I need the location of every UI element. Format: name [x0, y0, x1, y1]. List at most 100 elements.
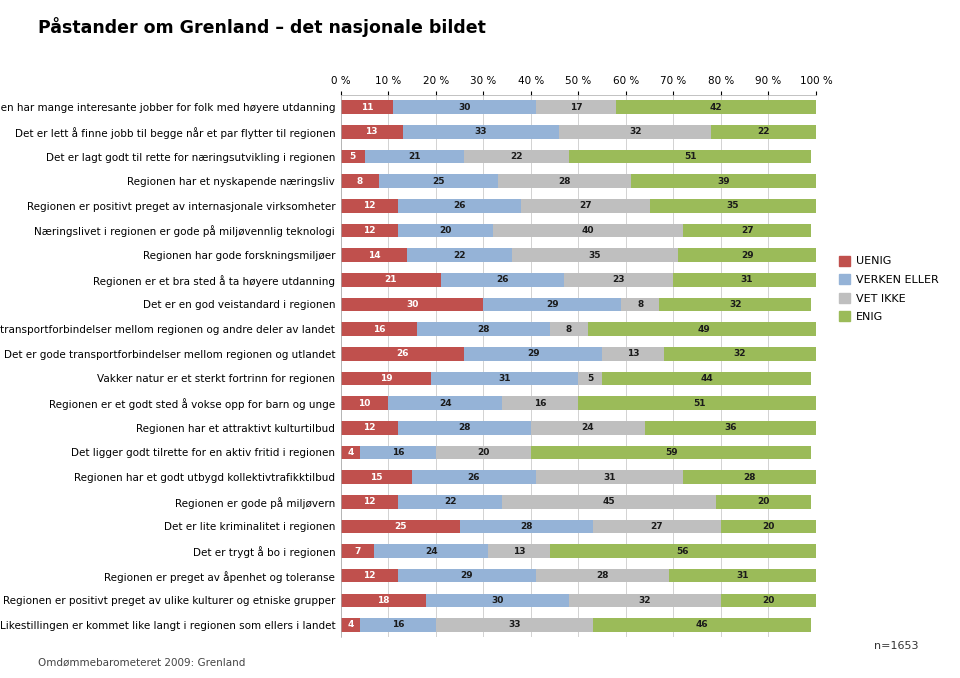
Text: 16: 16: [372, 325, 385, 334]
Bar: [341, 495, 397, 508]
Bar: [341, 100, 393, 114]
Text: 46: 46: [696, 620, 708, 629]
Bar: [341, 397, 388, 410]
Text: 20: 20: [477, 448, 490, 457]
Bar: [374, 544, 488, 558]
Bar: [650, 199, 816, 213]
Bar: [341, 224, 397, 237]
Bar: [341, 298, 484, 311]
Bar: [621, 298, 660, 311]
Text: 28: 28: [558, 177, 570, 186]
Text: 28: 28: [458, 423, 470, 433]
Bar: [592, 519, 721, 533]
Text: 27: 27: [579, 201, 592, 210]
Text: 51: 51: [693, 399, 706, 407]
Text: 28: 28: [477, 325, 490, 334]
Bar: [341, 544, 374, 558]
Text: 7: 7: [354, 546, 361, 555]
Text: 29: 29: [527, 349, 540, 358]
Bar: [683, 224, 811, 237]
Bar: [683, 471, 816, 484]
Text: 35: 35: [588, 251, 601, 260]
Text: 8: 8: [565, 325, 572, 334]
Bar: [721, 593, 816, 607]
Bar: [484, 298, 621, 311]
Bar: [492, 224, 683, 237]
Text: 22: 22: [453, 251, 466, 260]
Text: 11: 11: [361, 103, 373, 112]
Bar: [602, 372, 811, 385]
Bar: [616, 100, 816, 114]
Bar: [341, 125, 402, 139]
Bar: [341, 421, 397, 435]
Text: 13: 13: [513, 546, 525, 555]
Bar: [550, 544, 816, 558]
Bar: [365, 150, 465, 163]
Text: 25: 25: [432, 177, 444, 186]
Text: 4: 4: [348, 448, 353, 457]
Text: 29: 29: [741, 251, 754, 260]
Text: 26: 26: [496, 275, 509, 284]
Bar: [360, 445, 436, 459]
Bar: [341, 569, 397, 582]
Text: 20: 20: [762, 596, 775, 605]
Bar: [412, 471, 536, 484]
Bar: [592, 618, 811, 632]
Text: 33: 33: [475, 127, 488, 136]
Bar: [488, 544, 550, 558]
Bar: [465, 150, 569, 163]
Bar: [407, 248, 512, 262]
Text: 32: 32: [733, 349, 746, 358]
Bar: [341, 150, 365, 163]
Text: 22: 22: [511, 152, 523, 161]
Text: 12: 12: [363, 497, 375, 506]
Text: 12: 12: [363, 571, 375, 580]
Bar: [436, 445, 531, 459]
Text: 21: 21: [384, 275, 396, 284]
Bar: [660, 298, 811, 311]
Text: 51: 51: [684, 152, 696, 161]
Bar: [341, 347, 465, 361]
Text: 45: 45: [603, 497, 615, 506]
Bar: [388, 397, 502, 410]
Text: Påstander om Grenland – det nasjonale bildet: Påstander om Grenland – det nasjonale bi…: [38, 17, 487, 37]
Bar: [397, 224, 492, 237]
Text: 35: 35: [727, 201, 739, 210]
Text: 39: 39: [717, 177, 730, 186]
Bar: [460, 519, 592, 533]
Text: 27: 27: [741, 226, 754, 235]
Bar: [397, 199, 521, 213]
Text: 13: 13: [366, 127, 378, 136]
Text: 8: 8: [357, 177, 363, 186]
Text: 22: 22: [444, 497, 456, 506]
Text: 24: 24: [439, 399, 451, 407]
Text: 31: 31: [736, 571, 749, 580]
Text: 13: 13: [627, 349, 639, 358]
Bar: [531, 421, 645, 435]
Bar: [631, 174, 816, 188]
Text: 32: 32: [729, 300, 741, 309]
Text: 36: 36: [724, 423, 736, 433]
Bar: [465, 347, 602, 361]
Bar: [569, 150, 811, 163]
Bar: [502, 397, 578, 410]
Text: 20: 20: [757, 497, 770, 506]
Bar: [536, 100, 616, 114]
Text: 28: 28: [596, 571, 609, 580]
Bar: [426, 593, 569, 607]
Bar: [497, 174, 631, 188]
Text: 24: 24: [582, 423, 594, 433]
Bar: [341, 593, 426, 607]
Text: 40: 40: [582, 226, 594, 235]
Bar: [341, 174, 379, 188]
Bar: [431, 372, 578, 385]
Bar: [341, 273, 441, 287]
Text: 44: 44: [701, 374, 713, 383]
Text: 16: 16: [392, 620, 404, 629]
Text: 12: 12: [363, 423, 375, 433]
Text: 16: 16: [392, 448, 404, 457]
Text: 26: 26: [396, 349, 409, 358]
Text: 4: 4: [348, 620, 353, 629]
Text: 31: 31: [498, 374, 511, 383]
Bar: [397, 569, 536, 582]
